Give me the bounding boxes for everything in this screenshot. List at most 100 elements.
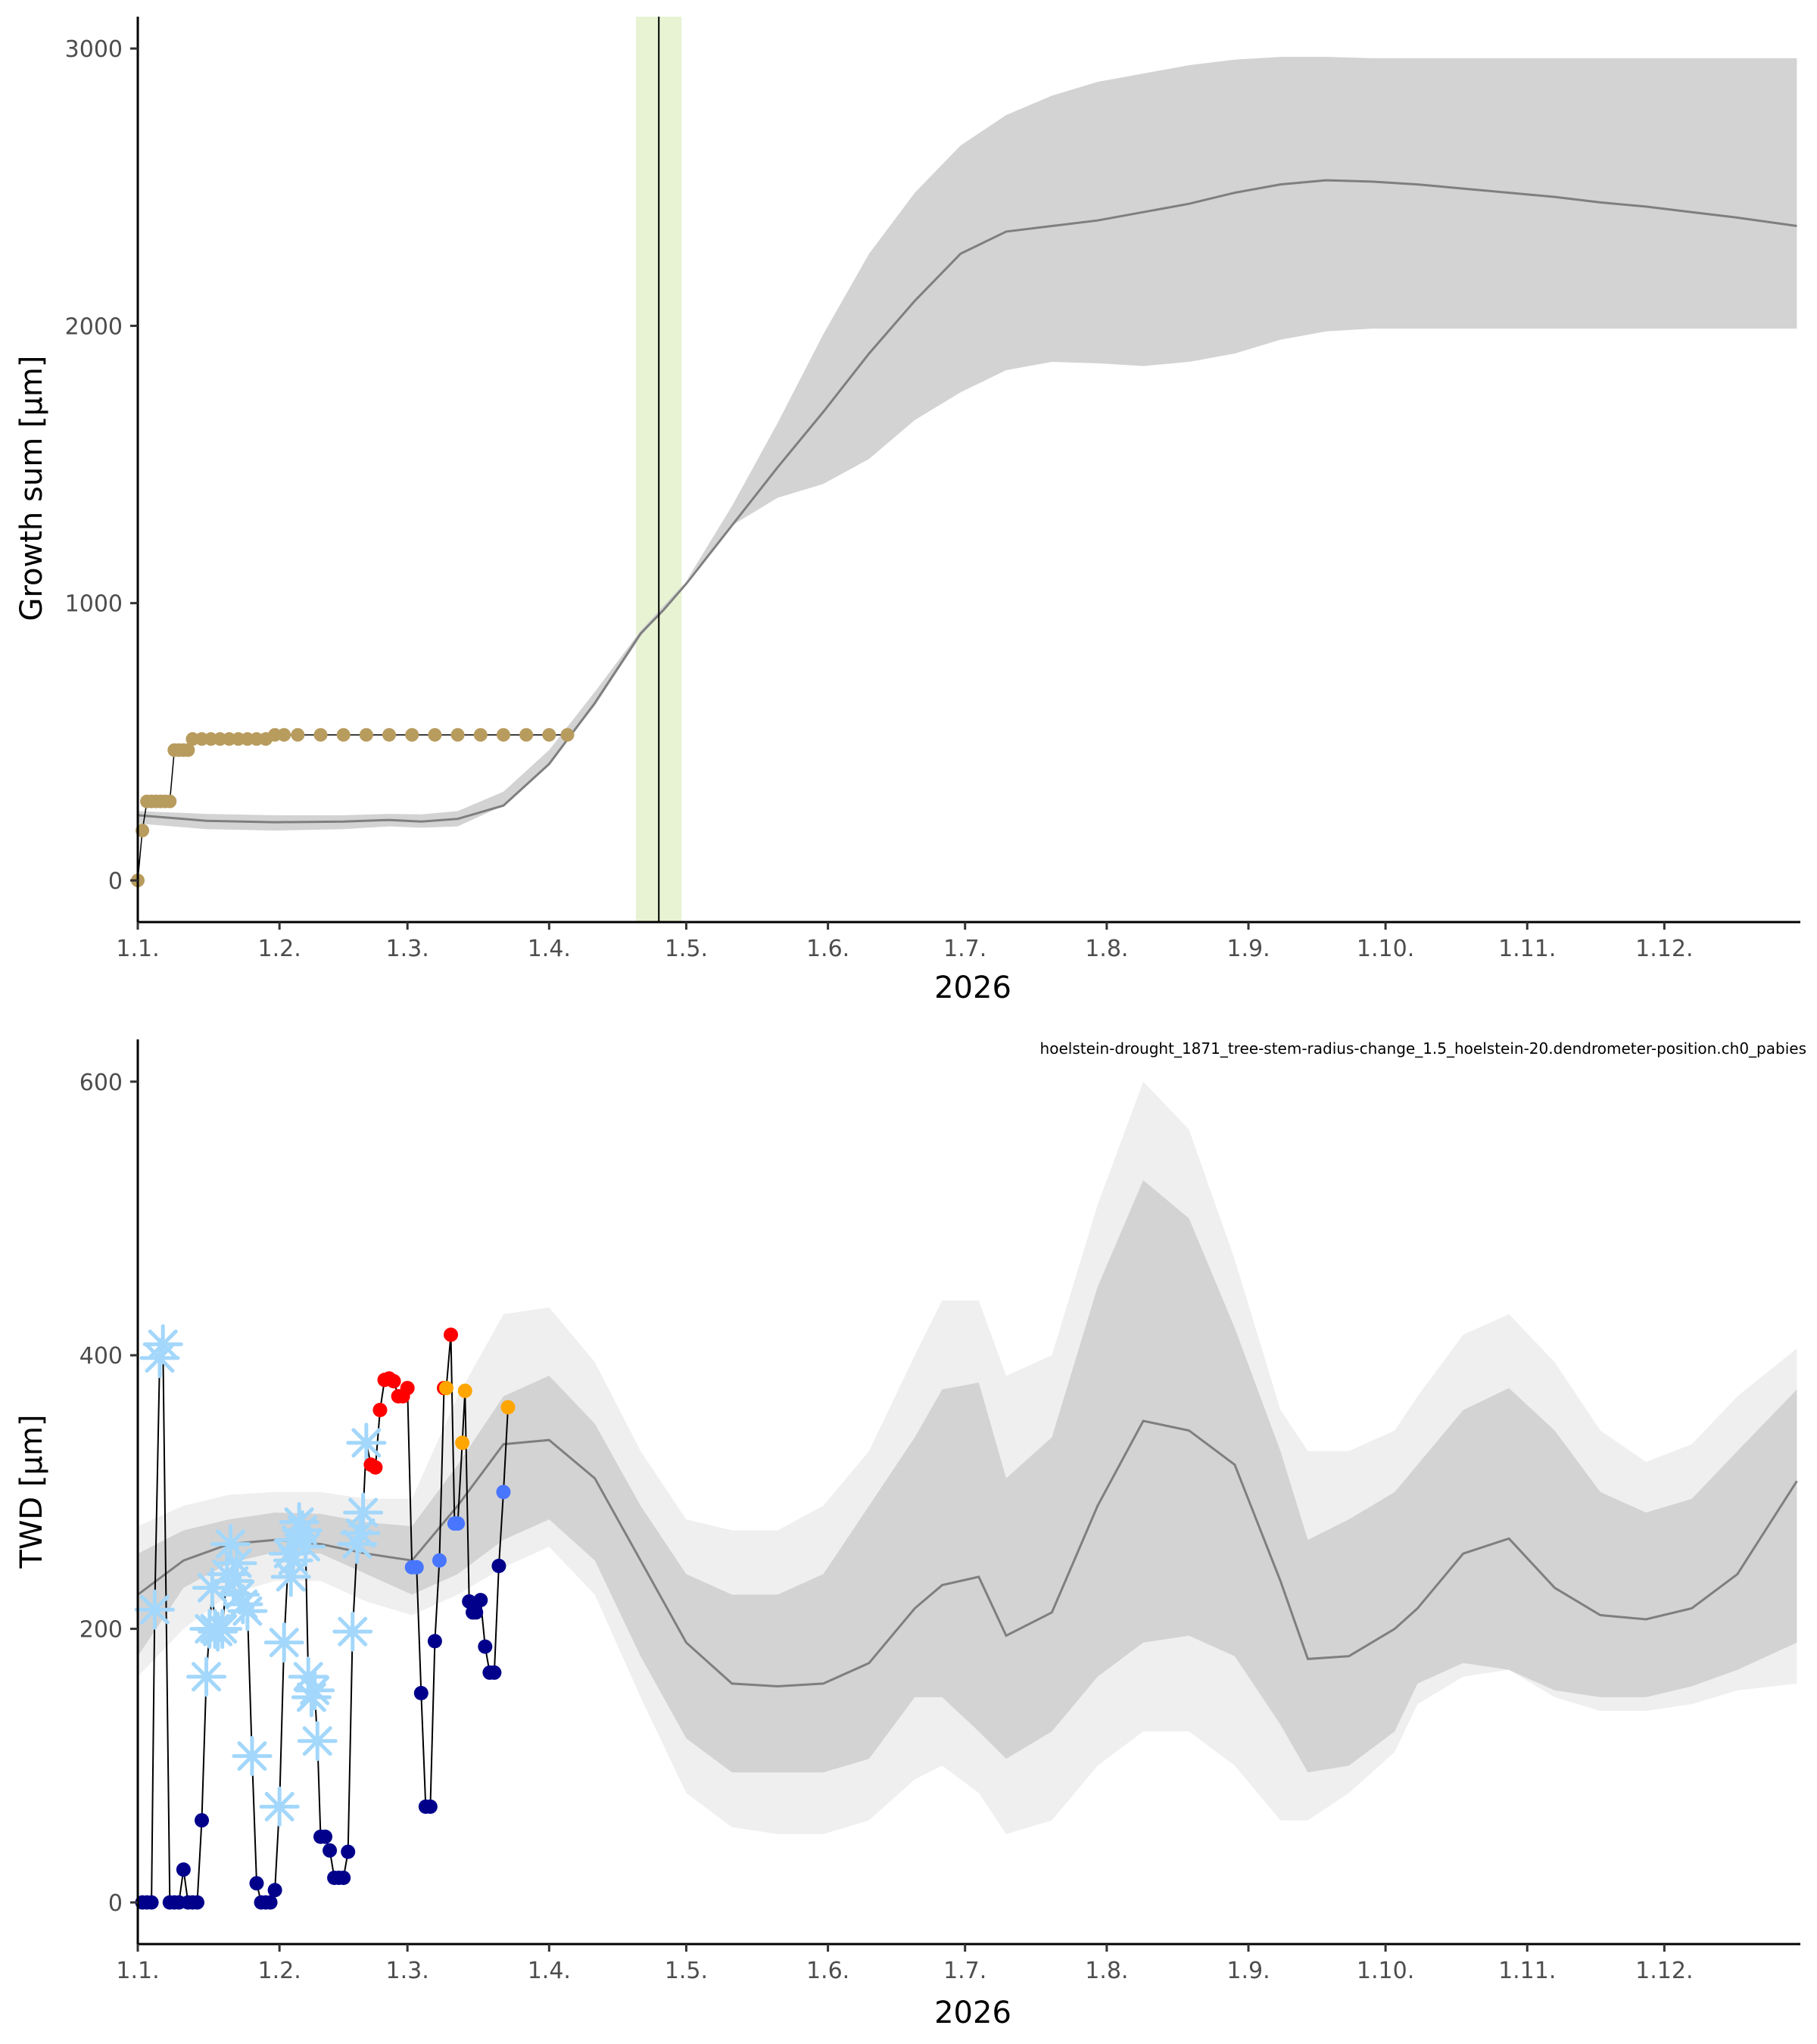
twd-point-navy — [144, 1895, 159, 1910]
x-tick-label: 1.12. — [1635, 936, 1693, 962]
x-tick-label: 1.1. — [116, 1958, 159, 1984]
growth-sum-point — [450, 728, 465, 742]
x-tick-label: 1.8. — [1085, 936, 1128, 962]
twd-point-navy — [336, 1870, 351, 1885]
frost-spoke — [338, 1616, 368, 1647]
twd-point-red — [444, 1327, 459, 1342]
frost-icon — [295, 1670, 335, 1711]
twd-point-navy — [487, 1665, 502, 1680]
twd-point-navy — [478, 1639, 493, 1654]
x-tick-label: 1.2. — [258, 936, 301, 962]
twd-point-blue — [432, 1553, 447, 1568]
frost-spoke — [139, 1594, 170, 1625]
frost-spoke — [345, 1518, 376, 1548]
frost-spoke — [192, 1662, 222, 1692]
twd-point-orange — [455, 1435, 470, 1450]
twd-point-blue — [450, 1516, 466, 1531]
frost-spoke — [269, 1628, 299, 1658]
twd-point-red — [386, 1374, 401, 1389]
twd-x-ticks: 1.1. 1.2. 1.3. 1.4. 1.5. 1.6. 1.7. 1.8. 1.9. 1.10… — [116, 1944, 1694, 1984]
twd-point-navy — [249, 1876, 264, 1891]
twd-inner-band — [138, 1179, 1797, 1773]
twd-point-navy — [189, 1895, 204, 1910]
twd-point-navy — [413, 1686, 429, 1701]
growth-median-line — [137, 179, 1797, 824]
frost-icon — [297, 1721, 338, 1762]
twd-point-red — [368, 1460, 383, 1475]
twd-point-navy — [176, 1862, 191, 1877]
frost-spoke — [237, 1741, 267, 1771]
growth-y-ticks: 0 1000 2000 3000 — [65, 36, 138, 895]
x-tick-label: 1.7. — [943, 936, 986, 962]
frost-icon — [343, 1492, 384, 1533]
x-tick-label: 1.10. — [1357, 936, 1414, 962]
growth-sum-point — [382, 728, 397, 742]
y-tick-label: 200 — [79, 1617, 123, 1644]
frost-icon — [186, 1656, 227, 1697]
frost-spoke — [300, 1675, 330, 1706]
frost-spoke — [216, 1529, 246, 1559]
twd-y-axis-title: TWD [µm] — [14, 1414, 49, 1569]
x-tick-label: 1.9. — [1226, 1958, 1270, 1984]
y-tick-label: 1000 — [65, 591, 123, 618]
y-tick-label: 600 — [79, 1070, 123, 1096]
frost-spoke — [148, 1329, 178, 1360]
frost-icon — [263, 1622, 304, 1663]
x-tick-label: 1.3. — [386, 1958, 429, 1984]
growth-sum-point — [473, 728, 488, 742]
twd-point-navy — [318, 1829, 333, 1844]
x-tick-label: 1.3. — [386, 936, 429, 962]
twd-y-ticks: 0 200 400 600 — [79, 1070, 138, 1917]
x-tick-label: 1.2. — [258, 1958, 301, 1984]
x-tick-label: 1.8. — [1085, 1958, 1128, 1984]
growth-sum-point — [291, 728, 305, 742]
frost-icon — [346, 1422, 387, 1463]
x-tick-label: 1.4. — [528, 1958, 571, 1984]
frost-spoke — [207, 1614, 238, 1644]
growth-sum-point — [560, 728, 575, 742]
frost-icon — [259, 1787, 300, 1827]
x-tick-label: 1.11. — [1498, 1958, 1556, 1984]
x-tick-label: 1.9. — [1226, 936, 1270, 962]
growth-sum-point — [359, 728, 373, 742]
x-tick-label: 1.6. — [806, 1958, 849, 1984]
twd-point-navy — [491, 1558, 506, 1573]
twd-point-navy — [462, 1594, 477, 1609]
x-tick-label: 1.4. — [528, 936, 571, 962]
frost-icon — [232, 1736, 273, 1777]
frost-icon — [202, 1609, 243, 1650]
frost-icon — [142, 1324, 183, 1365]
growth-sum-point — [496, 728, 510, 742]
frost-spoke — [219, 1566, 249, 1596]
frost-spoke — [222, 1548, 252, 1578]
growth-x-axis-title: 2026 — [934, 971, 1011, 1005]
series-annotation: hoelstein-drought_1871_tree-stem-radius-… — [1040, 1039, 1806, 1058]
growth-sum-point — [181, 743, 195, 757]
y-tick-label: 0 — [108, 868, 123, 895]
growth-sum-point — [313, 728, 328, 742]
growth-sum-point — [519, 728, 534, 742]
x-tick-label: 1.6. — [806, 936, 849, 962]
frost-icon — [227, 1591, 268, 1631]
twd-point-navy — [469, 1605, 484, 1620]
twd-x-axis-title: 2026 — [934, 1996, 1011, 2030]
twd-point-orange — [438, 1381, 453, 1396]
growth-sum-point — [277, 728, 291, 742]
frost-spoke — [348, 1497, 379, 1528]
y-tick-label: 400 — [79, 1343, 123, 1369]
frost-icon — [217, 1543, 257, 1584]
twd-point-navy — [473, 1593, 488, 1608]
y-tick-label: 0 — [108, 1890, 123, 1917]
y-tick-label: 3000 — [65, 36, 123, 63]
x-tick-label: 1.7. — [943, 1958, 986, 1984]
frost-icon — [291, 1677, 332, 1718]
growth-plot-area — [131, 17, 1797, 922]
growth-sum-point — [405, 728, 419, 742]
growth-sum-point — [336, 728, 351, 742]
twd-point-orange — [457, 1383, 472, 1398]
frost-icon — [285, 1526, 326, 1567]
growth-y-axis-title: Growth sum [µm] — [14, 356, 49, 622]
frost-spoke — [342, 1529, 372, 1559]
x-tick-label: 1.1. — [116, 936, 159, 962]
x-tick-label: 1.5. — [665, 1958, 708, 1984]
